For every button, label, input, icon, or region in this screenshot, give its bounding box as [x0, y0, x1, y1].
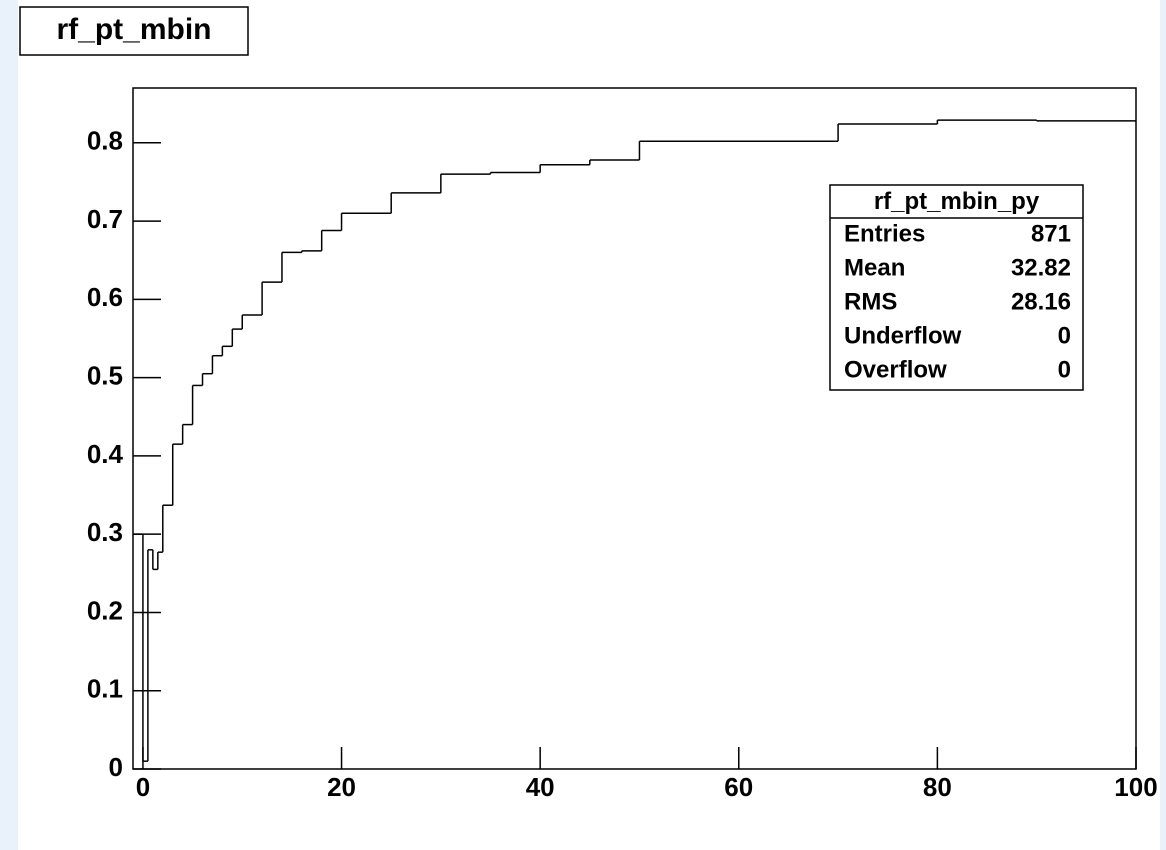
- y-tick-label: 0.6: [87, 282, 123, 312]
- x-tick-label: 40: [526, 772, 555, 802]
- y-tick-label: 0.2: [87, 595, 123, 625]
- frame: [132, 87, 1137, 770]
- y-tick-label: 0.1: [87, 674, 123, 704]
- y-tick-label: 0.7: [87, 204, 123, 234]
- stats-value: 32.82: [1011, 254, 1071, 281]
- stats-label: Underflow: [844, 322, 962, 349]
- x-tick-label: 80: [923, 772, 952, 802]
- stats-value: 0: [1058, 356, 1071, 383]
- title-box: [19, 6, 249, 56]
- stats-title: rf_pt_mbin_py: [874, 188, 1040, 215]
- y-tick-label: 0: [109, 752, 123, 782]
- y-tick-label: 0.8: [87, 126, 123, 156]
- y-tick-label: 0.5: [87, 360, 123, 390]
- x-tick-label: 100: [1114, 772, 1157, 802]
- x-tick-label: 20: [327, 772, 356, 802]
- chart-title: rf_pt_mbin: [56, 13, 211, 46]
- stats-value: 871: [1031, 220, 1071, 247]
- x-tick-label: 0: [136, 772, 150, 802]
- stats-value: 0: [1058, 322, 1071, 349]
- y-tick-label: 0.3: [87, 517, 123, 547]
- y-tick-label: 0.4: [87, 439, 124, 469]
- stats-value: 28.16: [1011, 288, 1071, 315]
- stats-label: Entries: [844, 220, 925, 247]
- stats-label: Mean: [844, 254, 905, 281]
- stats-label: Overflow: [844, 356, 947, 383]
- stats-label: RMS: [844, 288, 897, 315]
- stats-box: [829, 184, 1084, 391]
- x-tick-label: 60: [724, 772, 753, 802]
- canvas: [18, 0, 1160, 850]
